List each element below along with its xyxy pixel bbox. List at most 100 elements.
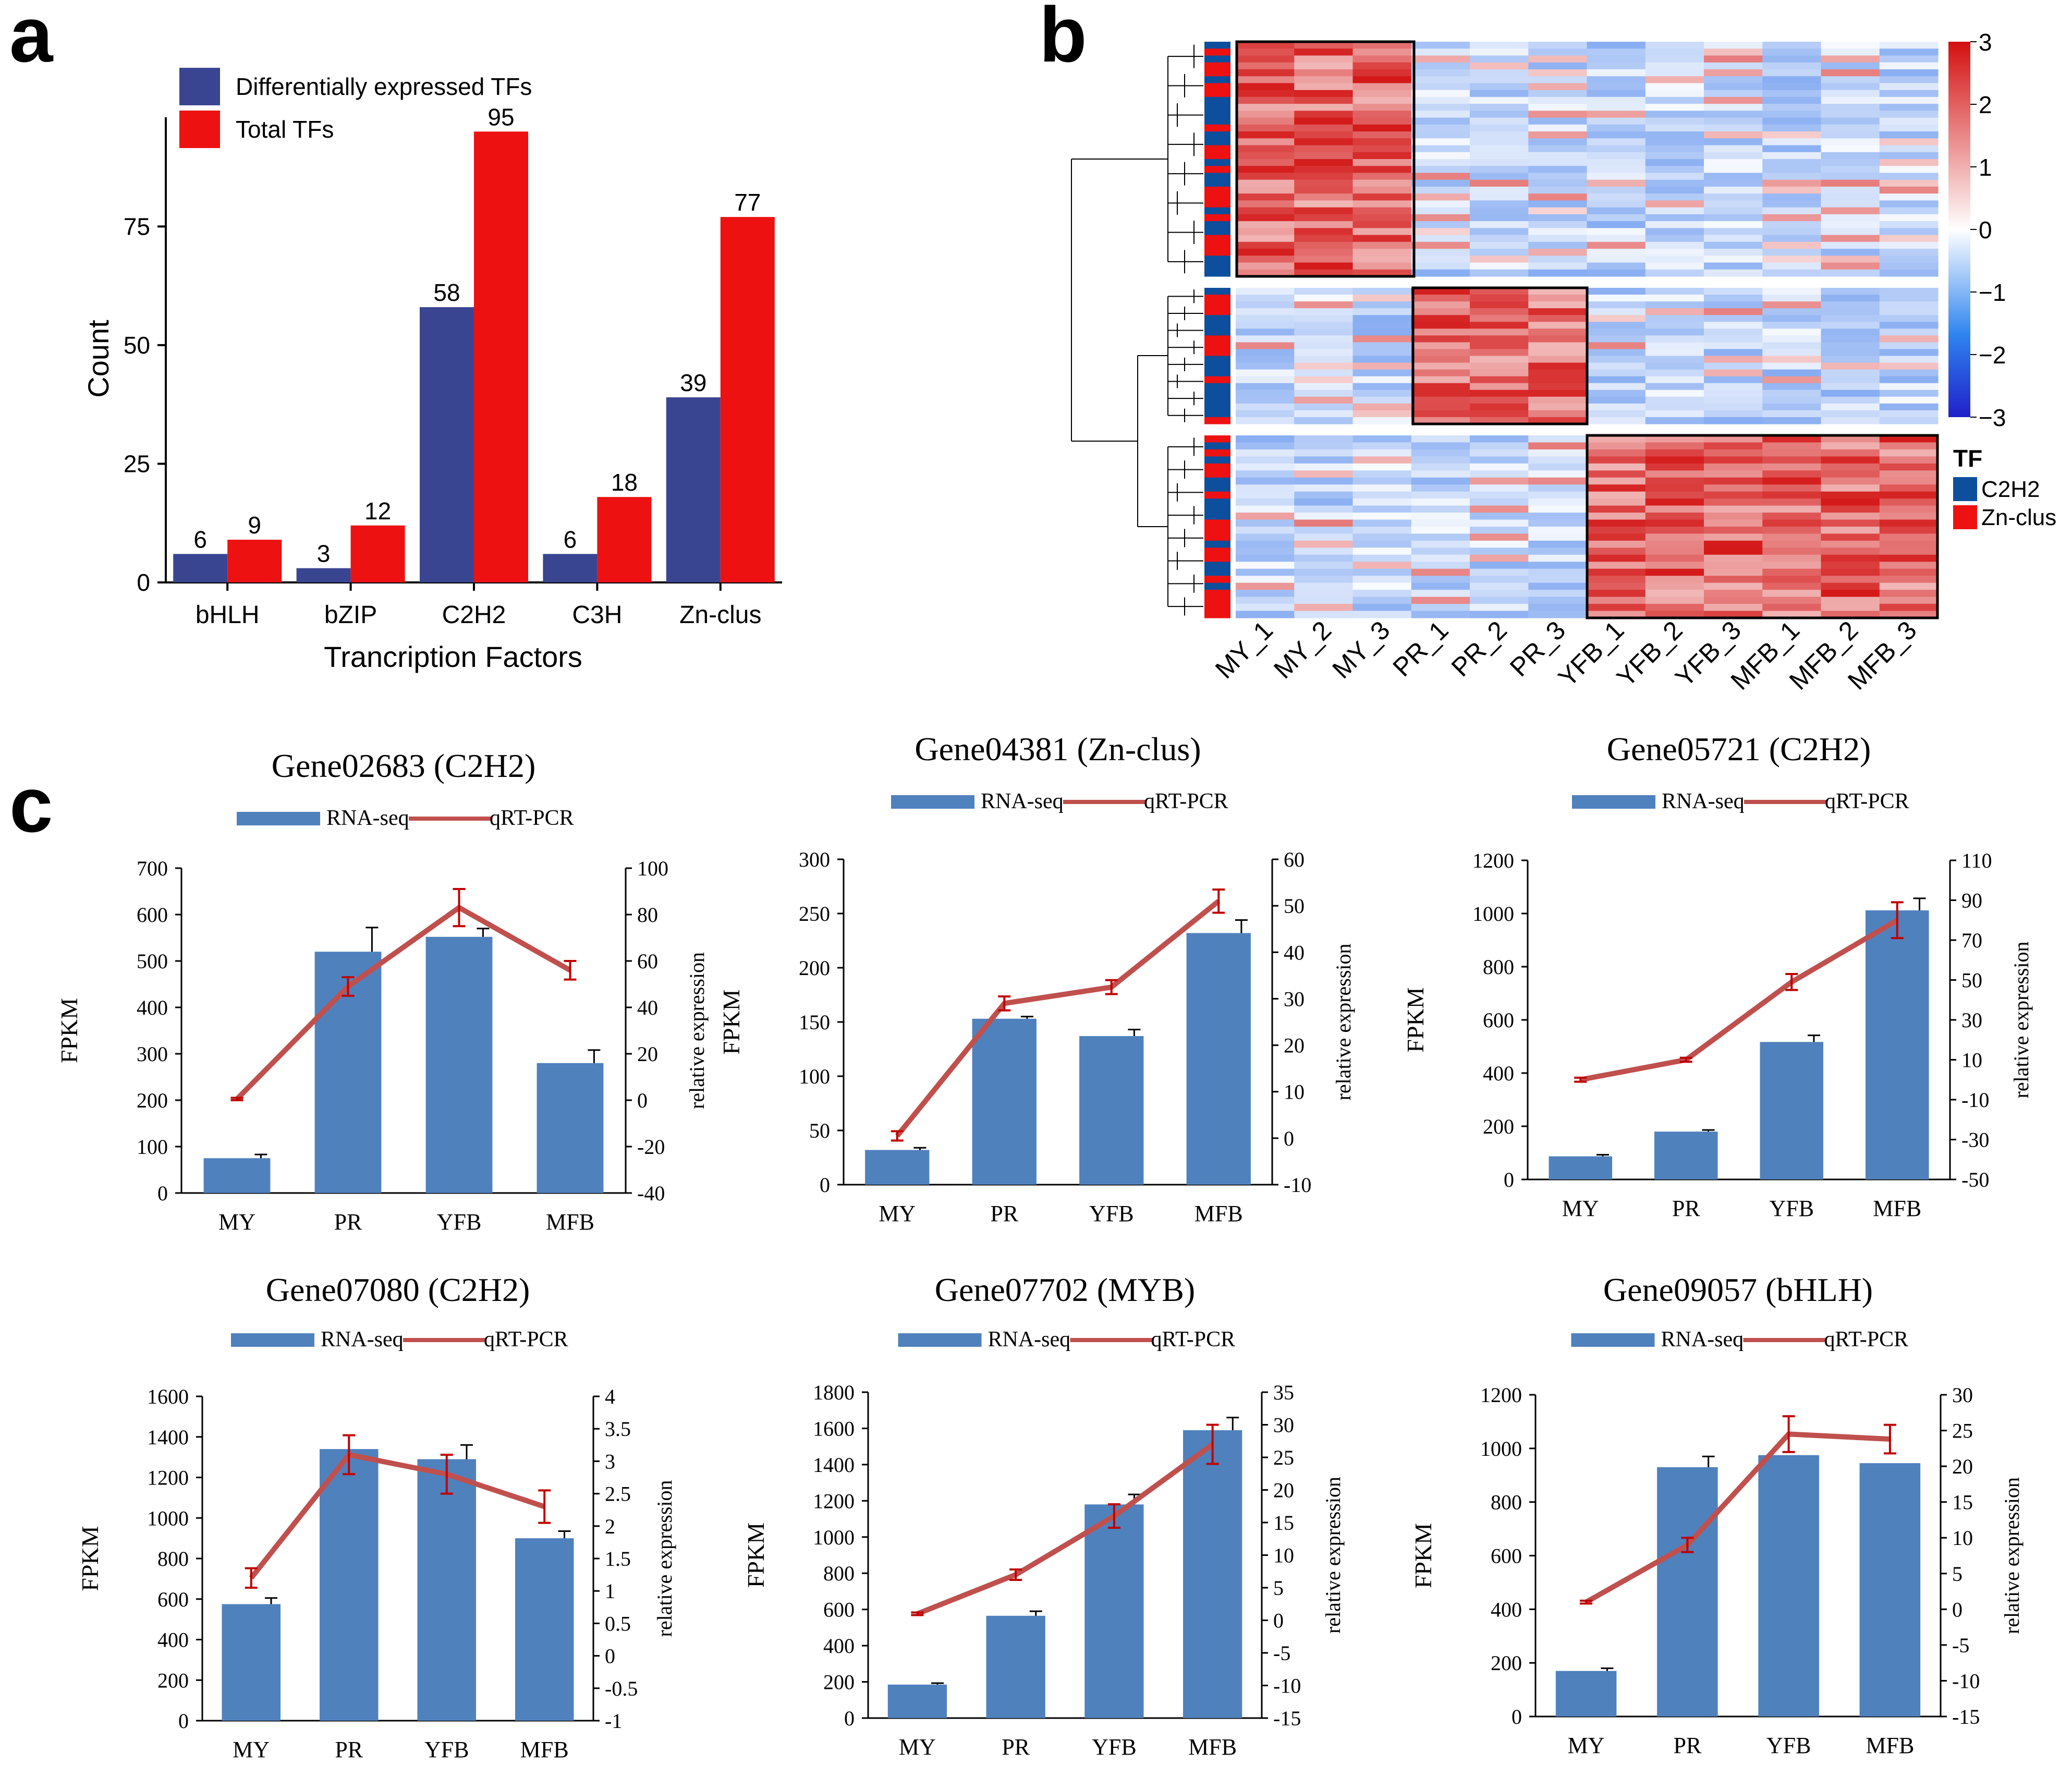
heatmap-cell [1821, 131, 1880, 139]
heatmap-cell [1236, 442, 1295, 450]
heatmap-cell [1411, 362, 1470, 370]
heatmap-cell [1470, 55, 1529, 63]
heatmap-cell [1704, 491, 1763, 499]
heatmap-cell [1528, 55, 1588, 63]
tf-legend-swatch [1953, 477, 1977, 501]
x-tick-label: MFB [546, 1209, 594, 1235]
y2-tick-label: -10 [1273, 1674, 1301, 1698]
y-tick-label: 600 [1483, 1008, 1514, 1032]
heatmap-cell [1879, 173, 1939, 180]
heatmap-cell [1528, 328, 1588, 336]
bar-value-label: 39 [680, 369, 706, 396]
heatmap-cell [1821, 456, 1880, 464]
heatmap-cell [1411, 498, 1470, 506]
heatmap-cell [1645, 90, 1704, 98]
tf-annotation-cell [1204, 403, 1230, 411]
heatmap-cell [1411, 417, 1470, 424]
heatmap-cell [1704, 179, 1763, 187]
heatmap-cell [1236, 435, 1295, 443]
y2-tick-label: 4 [605, 1385, 615, 1408]
heatmap-cell [1470, 117, 1529, 125]
heatmap-cell [1587, 491, 1646, 499]
heatmap-cell [1762, 389, 1822, 397]
heatmap-cell [1762, 207, 1822, 215]
heatmap-cell [1645, 145, 1704, 153]
heatmap-cell [1821, 241, 1880, 249]
heatmap-cell [1645, 597, 1704, 604]
heatmap-cell [1645, 83, 1704, 91]
heatmap-cell [1236, 308, 1295, 315]
heatmap-cell [1821, 463, 1880, 471]
heatmap-cell [1411, 131, 1470, 139]
color-scale-bar [1948, 42, 1970, 417]
heatmap-cell [1645, 262, 1704, 270]
heatmap-cell [1645, 322, 1704, 329]
fpkm-bar [986, 1615, 1045, 1718]
heatmap-cell [1821, 396, 1880, 404]
heatmap-cell [1879, 597, 1939, 604]
tf-annotation-cell [1204, 410, 1230, 418]
heatmap-cell [1294, 200, 1354, 208]
heatmap-cell [1762, 269, 1822, 277]
scale-tick-label: 2 [1979, 91, 1992, 118]
heatmap-cell [1879, 576, 1939, 583]
heatmap-cell [1411, 519, 1470, 527]
heatmap-cell [1704, 396, 1763, 404]
heatmap-cell [1528, 124, 1588, 132]
heatmap-cell [1704, 255, 1763, 263]
heatmap-cell [1528, 186, 1588, 194]
heatmap-cell [1411, 435, 1470, 443]
tf-annotation-cell [1204, 269, 1230, 277]
heatmap-cell [1762, 228, 1822, 236]
heatmap-cell [1645, 498, 1704, 506]
heatmap-cell [1352, 145, 1412, 153]
heatmap-cell [1294, 221, 1354, 228]
tf-legend-label: Zn-clus [1981, 505, 2056, 530]
scale-tick-label: −3 [1979, 404, 2006, 431]
tf-annotation-cell [1204, 477, 1230, 485]
heatmap-cell [1352, 376, 1412, 384]
heatmap-cell [1352, 83, 1412, 91]
qpcr-line [249, 1452, 545, 1580]
heatmap-cell [1879, 562, 1939, 569]
heatmap-cell [1528, 554, 1588, 562]
heatmap-cell [1352, 449, 1412, 457]
y2-tick-label: 100 [637, 857, 668, 880]
heatmap-cell [1528, 235, 1588, 242]
y2-tick-label: 0 [605, 1645, 615, 1668]
heatmap-cell [1645, 369, 1704, 377]
heatmap-cell [1879, 554, 1939, 562]
heatmap-cell [1470, 179, 1529, 187]
heatmap-cell [1528, 83, 1588, 91]
cluster-box [1235, 40, 1416, 278]
heatmap-cell [1528, 69, 1588, 77]
heatmap-cell [1879, 396, 1939, 404]
heatmap-cell [1294, 547, 1354, 555]
y-tick-label: 0 [137, 569, 150, 596]
heatmap-cell [1762, 369, 1822, 377]
y2-tick-label: -1 [605, 1709, 622, 1733]
heatmap-cell [1411, 349, 1470, 357]
heatmap-cell [1821, 221, 1880, 228]
x-tick-label: YFB [1089, 1201, 1134, 1226]
heatmap-cell [1879, 166, 1939, 174]
heatmap-cell [1587, 576, 1646, 583]
y-tick-label: 1200 [1472, 849, 1514, 872]
heatmap-cell [1236, 322, 1295, 329]
heatmap-cell [1821, 111, 1880, 118]
heatmap-cell [1587, 214, 1646, 222]
bar-value-label: 6 [193, 526, 207, 553]
heatmap-cell [1236, 449, 1295, 457]
heatmap-cell [1470, 349, 1529, 357]
heatmap-cell [1821, 179, 1880, 187]
heatmap-cell [1704, 533, 1763, 541]
legend-label: RNA-seq [988, 1328, 1071, 1352]
heatmap-cell [1294, 335, 1354, 343]
heatmap-cell [1294, 179, 1354, 187]
heatmap-cell [1587, 484, 1646, 492]
column-label: MY_1 [1210, 615, 1278, 684]
bar-total [227, 540, 282, 582]
heatmap-cell [1645, 173, 1704, 180]
heatmap-cell [1879, 484, 1939, 492]
heatmap-cell [1236, 166, 1295, 174]
